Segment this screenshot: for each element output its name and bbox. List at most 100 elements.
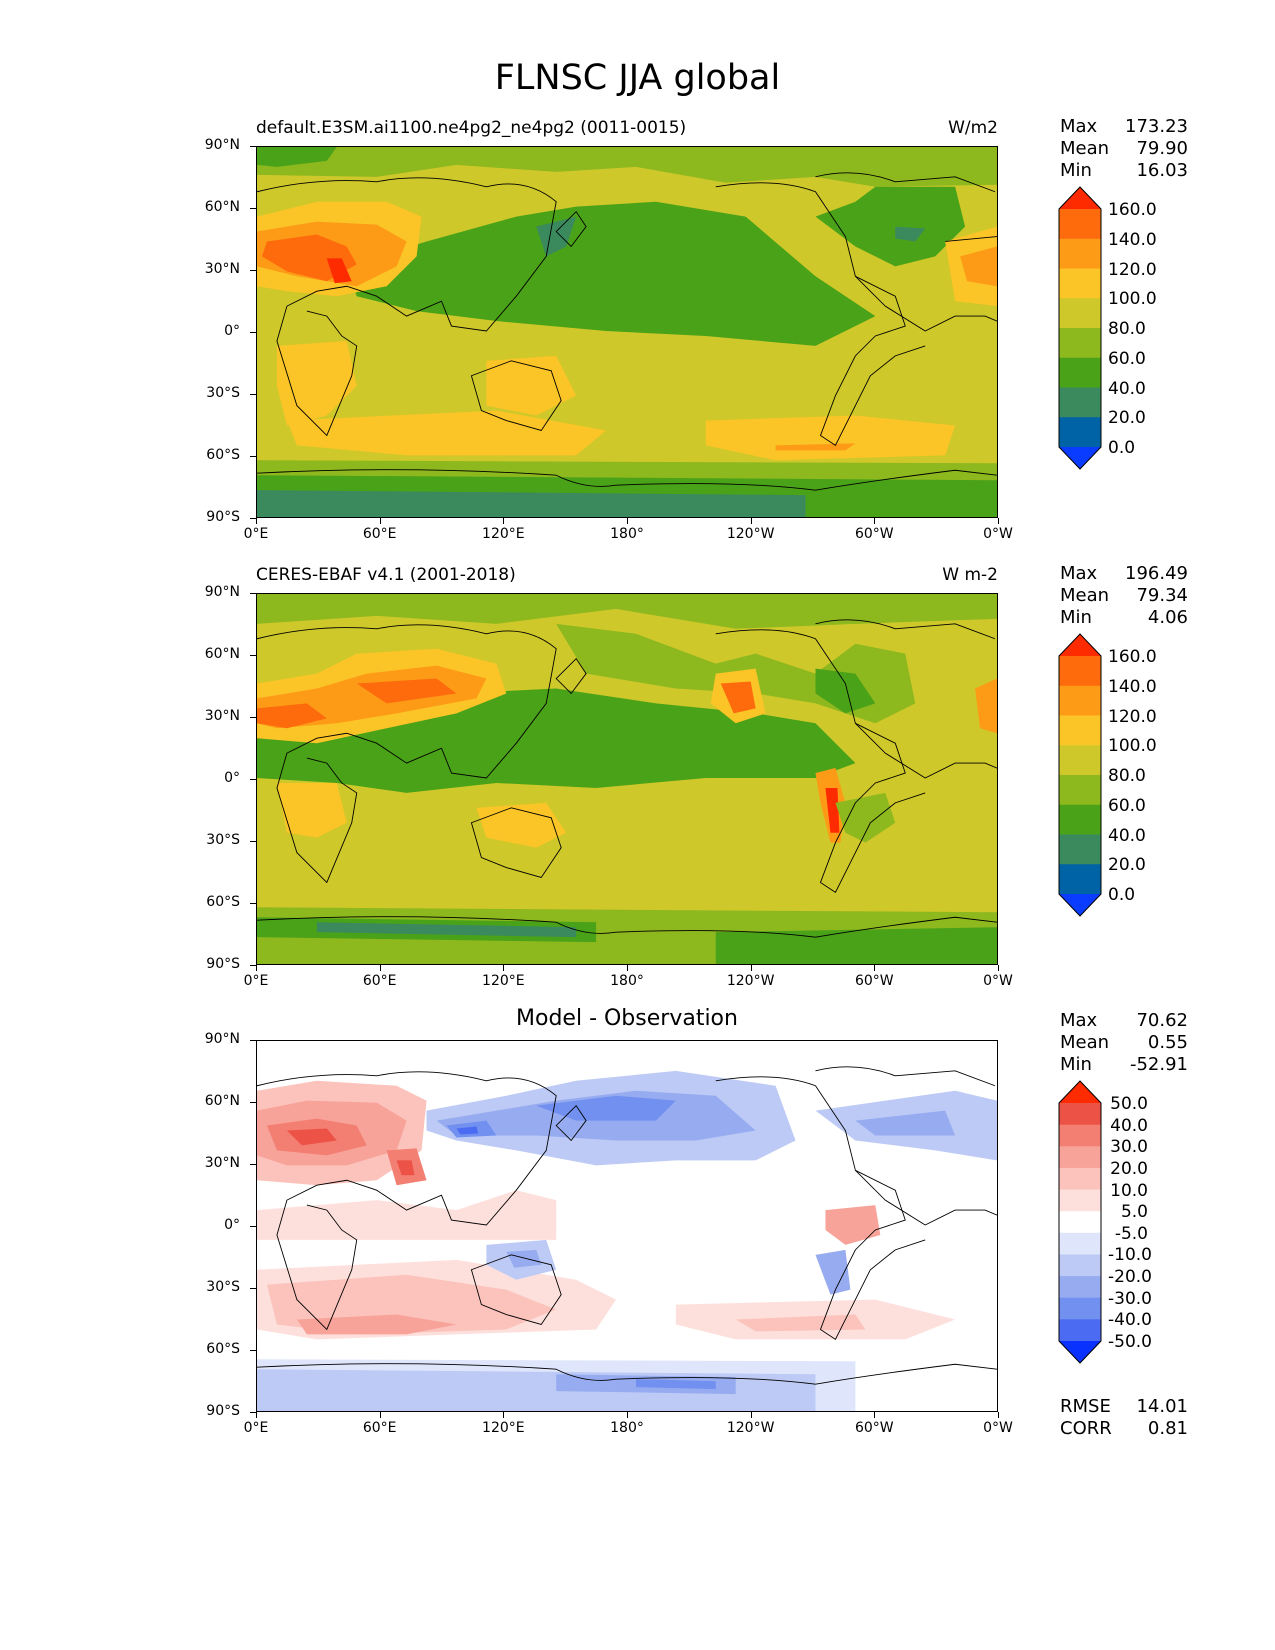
- lon-tick: [379, 1412, 381, 1418]
- lon-tick: [627, 518, 628, 524]
- colorbar-level: [1059, 1211, 1101, 1234]
- lat-tick: [250, 456, 256, 457]
- colorbar-label: 0.0: [1108, 885, 1136, 905]
- lat-label: 90°S: [206, 509, 240, 525]
- colorbar-level: [1059, 1146, 1101, 1169]
- lat-tick: [250, 903, 256, 904]
- lon-tick: [874, 1412, 876, 1418]
- colorbar-label: 160.0: [1108, 200, 1157, 220]
- lon-tick: [627, 965, 628, 971]
- metric-rmse: RMSE 14.01: [1060, 1396, 1188, 1418]
- metric-corr-label: CORR: [1060, 1418, 1112, 1439]
- colorbar: [1058, 633, 1102, 917]
- lat-label: 90°S: [206, 956, 240, 972]
- stat-mean: Mean 79.34: [1060, 585, 1188, 607]
- stat-max: Max 173.23: [1060, 116, 1188, 138]
- lon-label: 60°W: [854, 1420, 894, 1436]
- stat-mean-label: Mean: [1060, 138, 1110, 159]
- lon-label: 60°W: [854, 526, 894, 542]
- lon-label: 120°W: [726, 526, 775, 542]
- lon-label: 180°: [610, 1420, 644, 1436]
- colorbar-label: 60.0: [1108, 348, 1146, 369]
- stat-mean-label: Mean: [1060, 585, 1110, 606]
- colorbar-label: -40.0: [1108, 1310, 1152, 1331]
- metric-corr: CORR 0.81: [1060, 1418, 1188, 1440]
- lon-label: 60°E: [362, 526, 397, 542]
- colorbar-label: 80.0: [1108, 319, 1146, 339]
- lat-label: 90°N: [204, 584, 240, 600]
- colorbar-outline: [1058, 1080, 1102, 1364]
- lon-label: 120°E: [482, 973, 525, 989]
- stat-max-label: Max: [1060, 563, 1098, 584]
- colorbar-label: -30.0: [1108, 1288, 1152, 1309]
- colorbar-label: 80.0: [1108, 766, 1146, 786]
- colorbar-label: 10.0: [1110, 1180, 1148, 1201]
- lat-tick: [250, 593, 256, 594]
- panel-model: default.E3SM.ai1100.ne4pg2_ne4pg2 (0011-…: [0, 0, 1275, 518]
- colorbar-level: [1059, 1189, 1101, 1212]
- lat-tick: [250, 655, 256, 656]
- lon-label: 120°E: [482, 1420, 525, 1436]
- lat-tick: [250, 394, 256, 395]
- lat-tick: [250, 518, 256, 519]
- colorbar-level: [1059, 1276, 1101, 1299]
- map-model: [256, 146, 998, 518]
- lat-label: 60°N: [204, 199, 240, 215]
- figure-title: FLNSC JJA global: [494, 58, 781, 98]
- lon-tick: [256, 965, 257, 971]
- lat-tick: [250, 1288, 256, 1289]
- colorbar-level: [1059, 1103, 1101, 1126]
- lon-label: 0°W: [983, 526, 1013, 542]
- stat-mean-label: Mean: [1060, 1032, 1110, 1053]
- lat-label: 60°S: [206, 447, 240, 463]
- lon-tick: [503, 518, 505, 524]
- lon-tick: [874, 965, 876, 971]
- lon-tick: [874, 518, 876, 524]
- lat-tick: [250, 146, 256, 147]
- panel-difference: Model - Observation: [0, 0, 1275, 1412]
- stat-mean: Mean 0.55: [1060, 1032, 1188, 1054]
- colorbar-label: 140.0: [1108, 229, 1157, 250]
- lon-label: 60°W: [854, 973, 894, 989]
- lon-tick: [379, 965, 381, 971]
- colorbar-level: [1059, 1341, 1101, 1363]
- colorbar-label: 100.0: [1108, 736, 1157, 757]
- colorbar-outline: [1058, 186, 1102, 470]
- stat-max-label: Max: [1060, 116, 1098, 137]
- colorbar-label: -20.0: [1108, 1267, 1152, 1288]
- stat-mean: Mean 79.90: [1060, 138, 1188, 160]
- lon-label: 0°W: [983, 1420, 1013, 1436]
- panel-title: CERES-EBAF v4.1 (2001-2018): [256, 565, 516, 585]
- stat-mean-value: 0.55: [1147, 1032, 1188, 1053]
- lon-label: 180°: [610, 973, 644, 989]
- lat-label: 90°N: [204, 137, 240, 153]
- colorbar-level: [1059, 864, 1101, 895]
- lat-label: 30°S: [206, 385, 240, 401]
- lon-label: 120°W: [726, 973, 775, 989]
- colorbar-level: [1059, 834, 1101, 865]
- colorbar: [1058, 186, 1102, 470]
- lat-label: 30°S: [206, 1279, 240, 1295]
- stat-min-label: Min: [1060, 1054, 1092, 1075]
- stat-min: Min -52.91: [1060, 1054, 1188, 1076]
- lon-tick: [627, 1412, 628, 1418]
- colorbar-label: -50.0: [1108, 1332, 1152, 1352]
- map-observation: [256, 593, 998, 965]
- lon-tick: [998, 518, 999, 524]
- map-difference: [256, 1040, 998, 1412]
- lat-label: 30°N: [204, 261, 240, 277]
- stat-min-value: 16.03: [1136, 160, 1188, 181]
- lon-label: 180°: [610, 526, 644, 542]
- colorbar-label: 20.0: [1108, 855, 1146, 876]
- colorbar-level: [1059, 447, 1101, 469]
- lat-label: 60°N: [204, 646, 240, 662]
- stat-max: Max 196.49: [1060, 563, 1188, 585]
- colorbar-label: 40.0: [1108, 378, 1146, 399]
- colorbar-label: 50.0: [1110, 1094, 1148, 1114]
- colorbar-level: [1059, 1297, 1101, 1320]
- lat-tick: [250, 779, 256, 780]
- stat-min-label: Min: [1060, 160, 1092, 181]
- lon-tick: [256, 1412, 257, 1418]
- colorbar-label: 120.0: [1108, 706, 1157, 727]
- metric-corr-value: 0.81: [1147, 1418, 1188, 1439]
